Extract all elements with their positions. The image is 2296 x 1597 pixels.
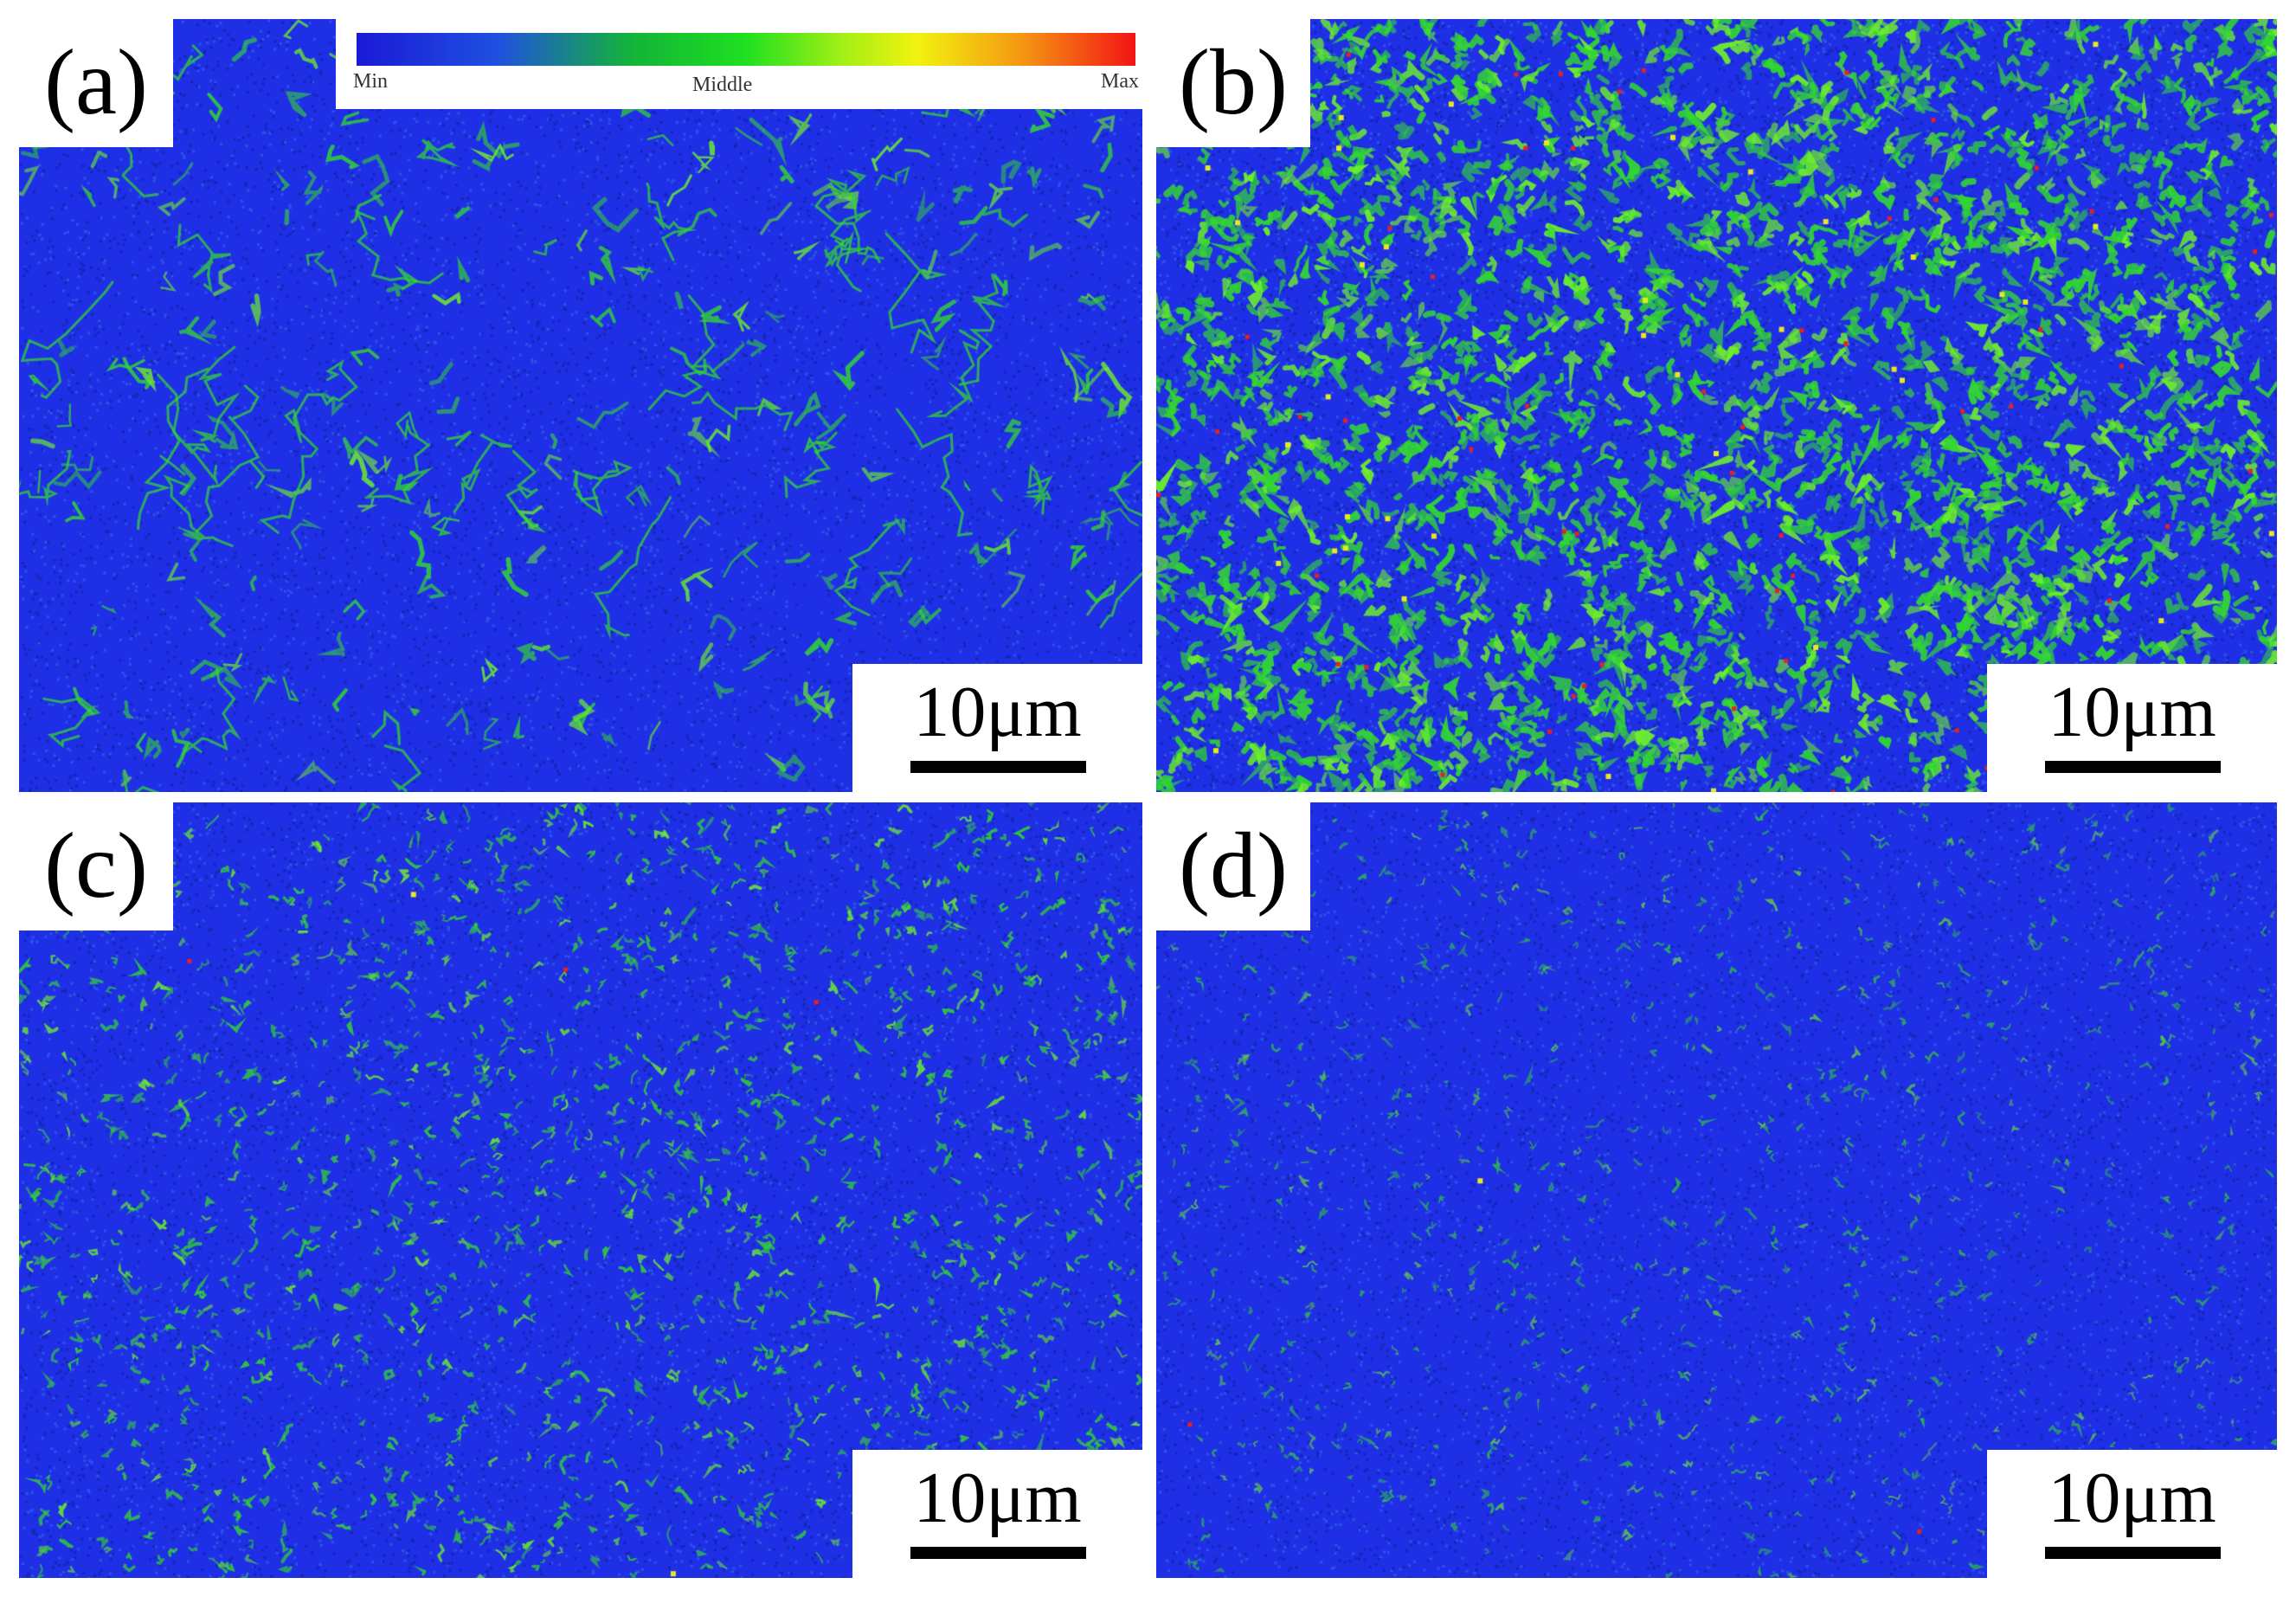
kam-map-image-d: [1156, 802, 2277, 1578]
panel-label-a: (a): [44, 31, 148, 134]
scale-bar-b: [2045, 761, 2221, 773]
scale-bar-label-b: 10μm: [2048, 672, 2216, 752]
kam-map-image-b: [1156, 19, 2277, 792]
legend-max-label: Max: [1101, 70, 1139, 93]
kam-map-image-c: [19, 802, 1142, 1578]
panel-label-box-b: (b): [1156, 19, 1310, 147]
scale-bar-c: [910, 1547, 1086, 1559]
scale-bar-box-c: 10μm: [852, 1450, 1142, 1578]
panel-label-box-c: (c): [19, 802, 173, 931]
scale-bar-box-a: 10μm: [852, 664, 1142, 792]
scale-bar-box-d: 10μm: [1987, 1450, 2277, 1578]
kam-map-panel-a: (a) Min Middle Max 10μm: [19, 19, 1142, 792]
kam-map-panel-c: (c) 10μm: [19, 802, 1142, 1578]
scale-bar-box-b: 10μm: [1987, 664, 2277, 792]
legend-middle-label: Middle: [692, 74, 753, 96]
scale-bar-d: [2045, 1547, 2221, 1559]
panel-label-d: (d): [1179, 815, 1288, 918]
legend-min-label: Min: [353, 70, 389, 93]
kam-map-panel-d: (d) 10μm: [1156, 802, 2277, 1578]
panel-label-box-a: (a): [19, 19, 173, 147]
kam-map-image-a: [19, 19, 1142, 792]
scale-bar-label-c: 10μm: [913, 1458, 1082, 1538]
color-legend: Min Middle Max: [336, 19, 1142, 109]
legend-color-bar: [357, 33, 1135, 66]
scale-bar-label-d: 10μm: [2048, 1458, 2216, 1538]
panel-label-b: (b): [1179, 31, 1288, 134]
kam-map-panel-b: (b) 10μm: [1156, 19, 2277, 792]
panel-label-box-d: (d): [1156, 802, 1310, 931]
panel-label-c: (c): [44, 815, 148, 918]
scale-bar-a: [910, 761, 1086, 773]
scale-bar-label-a: 10μm: [913, 672, 1082, 752]
